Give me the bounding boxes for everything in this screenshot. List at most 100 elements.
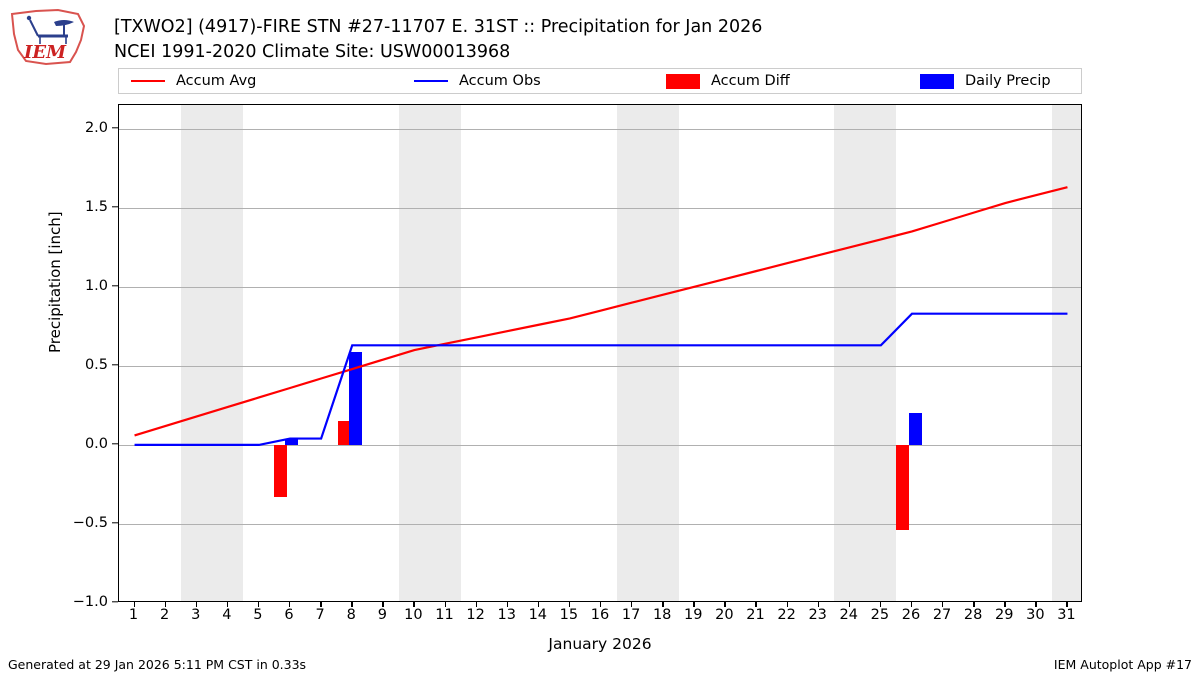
x-tick-mark	[320, 602, 322, 607]
x-tick-label: 3	[191, 607, 201, 623]
x-tick-label: 27	[932, 607, 952, 623]
x-tick-mark	[568, 602, 571, 607]
x-tick-mark	[662, 602, 664, 607]
y-tick-label: 2.0	[84, 119, 108, 136]
chart-legend: Accum Avg Accum Obs Accum Diff Daily Precip	[118, 68, 1082, 94]
x-tick-mark	[973, 602, 975, 607]
legend-label: Accum Obs	[459, 73, 541, 89]
y-tick-label: 1.5	[84, 198, 108, 215]
y-tick-label: −0.5	[72, 514, 108, 531]
x-tick-mark	[848, 602, 851, 607]
x-tick-label: 1	[128, 607, 139, 623]
gridline-y	[119, 365, 1081, 367]
x-axis-label: January 2026	[548, 635, 652, 653]
legend-label: Accum Diff	[711, 73, 790, 89]
x-tick-mark	[382, 602, 384, 607]
x-tick-mark	[724, 602, 726, 607]
x-tick-label: 19	[684, 607, 703, 623]
y-tick-mark	[112, 443, 118, 445]
y-tick-label: 1.0	[84, 277, 108, 294]
legend-item-accum-avg[interactable]: Accum Avg	[119, 69, 414, 93]
weekend-band	[616, 105, 679, 601]
bar-daily-precip	[908, 413, 922, 445]
footer-app-text: IEM Autoplot App #17	[1053, 657, 1192, 672]
x-tick-label: 9	[377, 607, 387, 623]
footer-generated-text: Generated at 29 Jan 2026 5:11 PM CST in …	[8, 657, 307, 672]
bar-daily-precip	[348, 351, 362, 445]
legend-box-swatch	[666, 73, 700, 89]
y-tick-label: −1.0	[72, 594, 108, 610]
gridline-y	[119, 523, 1081, 525]
gridline-y	[119, 444, 1081, 446]
x-tick-mark	[910, 602, 913, 607]
line-series-layer	[134, 186, 1068, 447]
y-tick-mark	[112, 127, 118, 129]
x-tick-label: 26	[901, 607, 921, 623]
x-tick-mark	[133, 602, 135, 607]
iem-logo-graphic: IEM	[10, 8, 86, 66]
x-tick-label: 17	[621, 607, 641, 623]
x-tick-label: 18	[652, 607, 672, 623]
y-tick-mark	[112, 364, 118, 366]
x-tick-mark	[1004, 602, 1006, 607]
y-tick-mark	[112, 601, 118, 603]
bar-accum-diff	[337, 421, 351, 445]
legend-line-swatch	[414, 80, 448, 82]
x-tick-mark	[600, 602, 602, 607]
x-tick-label: 22	[777, 607, 796, 623]
x-tick-mark	[226, 602, 229, 607]
x-tick-mark	[1066, 602, 1068, 607]
x-tick-label: 12	[466, 607, 485, 623]
x-tick-label: 31	[1057, 607, 1076, 623]
x-tick-label: 10	[404, 607, 423, 623]
plot-area	[118, 104, 1082, 602]
x-tick-mark	[879, 602, 882, 607]
x-tick-mark	[444, 602, 446, 607]
legend-item-accum-diff[interactable]: Accum Diff	[666, 69, 920, 93]
x-tick-mark	[475, 602, 477, 607]
legend-line-swatch	[131, 80, 165, 82]
title-line-2: NCEI 1991-2020 Climate Site: USW00013968	[114, 42, 511, 62]
x-tick-mark	[413, 602, 415, 607]
x-tick-mark	[506, 602, 509, 607]
legend-item-accum-obs[interactable]: Accum Obs	[414, 69, 666, 93]
x-tick-label: 13	[497, 607, 516, 623]
x-tick-label: 8	[346, 607, 356, 623]
x-tick-label: 30	[1026, 607, 1045, 623]
x-tick-label: 21	[746, 607, 765, 623]
x-tick-mark	[631, 602, 633, 607]
legend-item-daily-precip[interactable]: Daily Precip	[920, 69, 1080, 93]
gridline-y	[119, 207, 1081, 209]
x-tick-label: 16	[590, 607, 610, 623]
bar-accum-diff	[896, 444, 910, 531]
legend-label: Accum Avg	[176, 73, 257, 89]
iem-logo[interactable]: IEM	[6, 6, 90, 68]
x-tick-mark	[693, 602, 695, 607]
title-line-1: [TXWO2] (4917)-FIRE STN #27-11707 E. 31S…	[114, 17, 763, 37]
y-tick-mark	[112, 522, 118, 524]
gridline-y	[119, 128, 1081, 130]
page-title: [TXWO2] (4917)-FIRE STN #27-11707 E. 31S…	[114, 15, 1014, 65]
weekend-band	[398, 105, 462, 601]
x-tick-mark	[257, 602, 260, 607]
x-tick-mark	[755, 602, 757, 607]
x-tick-mark	[537, 602, 540, 607]
bar-daily-precip	[285, 438, 299, 445]
x-tick-label: 23	[808, 607, 827, 623]
x-tick-mark	[351, 602, 353, 607]
x-tick-mark	[942, 602, 944, 607]
x-tick-mark	[164, 602, 167, 607]
x-tick-label: 28	[963, 607, 983, 623]
line-accum-obs	[134, 312, 1068, 447]
x-tick-label: 2	[160, 607, 170, 623]
x-tick-label: 25	[870, 607, 890, 623]
x-tick-label: 7	[315, 607, 325, 623]
x-tick-label: 14	[528, 607, 548, 623]
x-tick-mark	[195, 602, 198, 607]
x-tick-label: 29	[995, 607, 1014, 623]
y-tick-label: 0.5	[84, 356, 108, 373]
line-accum-avg	[134, 186, 1068, 437]
x-tick-mark	[1035, 602, 1037, 607]
weekend-band	[834, 105, 897, 601]
x-tick-label: 11	[435, 607, 454, 623]
